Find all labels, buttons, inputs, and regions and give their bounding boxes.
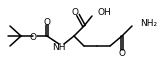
Text: OH: OH <box>98 7 112 17</box>
Text: O: O <box>30 32 36 42</box>
Text: NH₂: NH₂ <box>140 18 157 28</box>
Text: NH: NH <box>52 42 66 52</box>
Text: O: O <box>44 18 51 27</box>
Text: O: O <box>72 7 78 17</box>
Text: O: O <box>118 49 125 59</box>
